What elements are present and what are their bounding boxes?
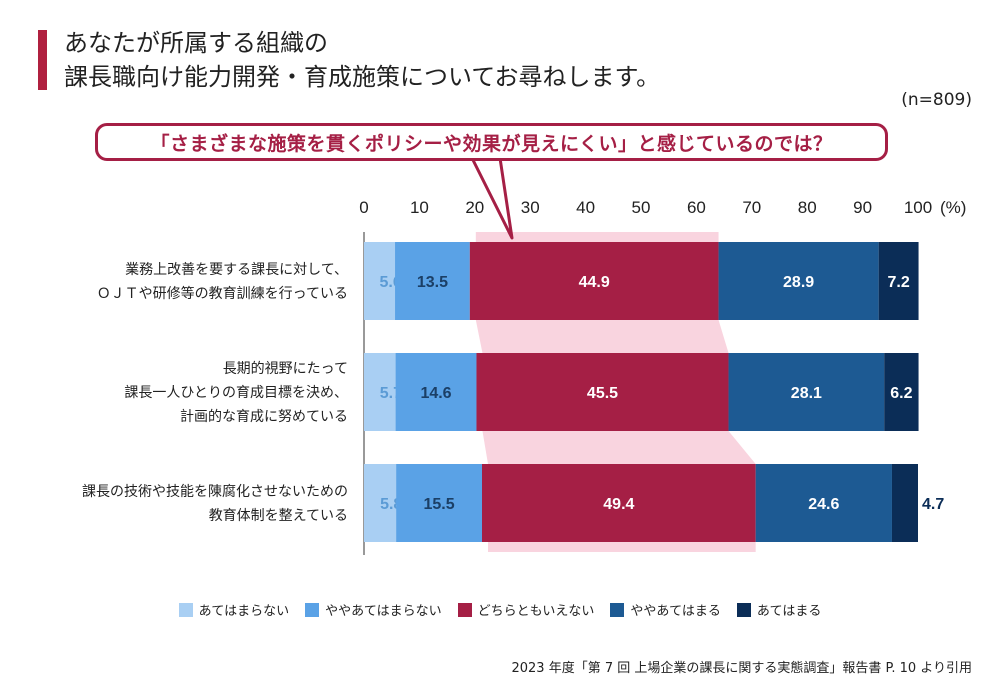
category-label: 教育体制を整えている xyxy=(209,508,348,524)
data-label: 45.5 xyxy=(587,385,618,402)
bar-segment xyxy=(469,242,719,320)
data-label: 28.1 xyxy=(791,385,822,402)
legend-item: ややあてはまらない xyxy=(305,600,442,619)
legend-swatch xyxy=(610,602,625,617)
legend-label: あてはまる xyxy=(756,604,822,619)
data-label: 4.7 xyxy=(922,496,944,513)
x-tick-label: 100 xyxy=(904,198,932,217)
legend-label: ややあてはまる xyxy=(630,604,721,619)
x-tick-label: 0 xyxy=(359,198,368,217)
x-tick-label: 90 xyxy=(853,198,872,217)
data-label: 15.5 xyxy=(423,496,454,513)
legend-item: どちらともいえない xyxy=(457,600,595,619)
bar-segment xyxy=(878,242,919,320)
title-accent-bar xyxy=(38,30,47,90)
legend-swatch xyxy=(457,602,472,617)
legend-label: どちらともいえない xyxy=(477,604,595,619)
data-label: 28.9 xyxy=(783,274,814,291)
legend-label: あてはまらない xyxy=(198,604,290,619)
bar-segment xyxy=(364,464,397,542)
bar-segment xyxy=(396,464,483,542)
legend-swatch xyxy=(305,602,320,617)
callout-text: 「さまざまな施策を貫くポリシーや効果が見えにくい」と感じているのでは？ xyxy=(150,132,833,155)
category-label: 長期的視野にたって xyxy=(223,361,348,377)
x-tick-label: 40 xyxy=(576,198,595,217)
bar-segment xyxy=(364,353,396,431)
bar-segment xyxy=(891,464,918,542)
x-axis-unit: (%) xyxy=(940,198,966,217)
bar-segment xyxy=(395,353,477,431)
category-label: 課長一人ひとりの育成目標を決め、 xyxy=(124,385,348,401)
page-title: あなたが所属する組織の 課長職向け能力開発・育成施策についてお尋ねします。 xyxy=(64,26,924,94)
legend-swatch xyxy=(178,602,193,617)
title-line-2: 課長職向け能力開発・育成施策についてお尋ねします。 xyxy=(64,63,661,91)
sample-size: (n=809) xyxy=(901,90,972,110)
data-label: 14.6 xyxy=(420,385,451,402)
bar-segment xyxy=(755,464,892,542)
bar-segment xyxy=(482,464,756,542)
data-label: 7.2 xyxy=(887,274,909,291)
data-label: 44.9 xyxy=(579,274,610,291)
x-tick-label: 70 xyxy=(742,198,761,217)
legend-item: ややあてはまる xyxy=(610,600,721,619)
data-label: 13.5 xyxy=(417,274,448,291)
bar-segment xyxy=(476,353,729,431)
bar-segment xyxy=(884,353,919,431)
category-label: 計画的な育成に努めている xyxy=(180,409,348,425)
data-label: 24.6 xyxy=(808,496,839,513)
x-tick-label: 20 xyxy=(465,198,484,217)
category-label: 課長の技術や技能を陳腐化させないための xyxy=(82,483,348,500)
source-note: 2023 年度「第 7 回 上場企業の課長に関する実態調査」報告書 P. 10 … xyxy=(511,661,972,676)
legend-item: あてはまらない xyxy=(178,600,290,619)
legend-label: ややあてはまらない xyxy=(325,604,442,619)
callout-box: 「さまざまな施策を貫くポリシーや効果が見えにくい」と感じているのでは？ xyxy=(95,123,888,161)
category-label: 業務上改善を要する課長に対して、 xyxy=(125,262,348,278)
data-label: 6.2 xyxy=(890,385,912,402)
chart-legend: あてはまらない ややあてはまらない どちらともいえない ややあてはまる あてはまる xyxy=(0,600,1000,619)
x-tick-label: 80 xyxy=(798,198,817,217)
bar-segment xyxy=(364,242,396,320)
x-tick-label: 60 xyxy=(687,198,706,217)
legend-swatch xyxy=(736,602,751,617)
bar-segment xyxy=(395,242,470,320)
x-tick-label: 10 xyxy=(410,198,429,217)
legend-item: あてはまる xyxy=(736,600,822,619)
bar-segment xyxy=(718,242,879,320)
data-label: 49.4 xyxy=(603,496,634,513)
category-label: ＯＪＴや研修等の教育訓練を行っている xyxy=(97,285,348,302)
x-tick-label: 50 xyxy=(632,198,651,217)
title-line-1: あなたが所属する組織の xyxy=(64,29,328,57)
bar-segment xyxy=(728,353,885,431)
x-tick-label: 30 xyxy=(521,198,540,217)
